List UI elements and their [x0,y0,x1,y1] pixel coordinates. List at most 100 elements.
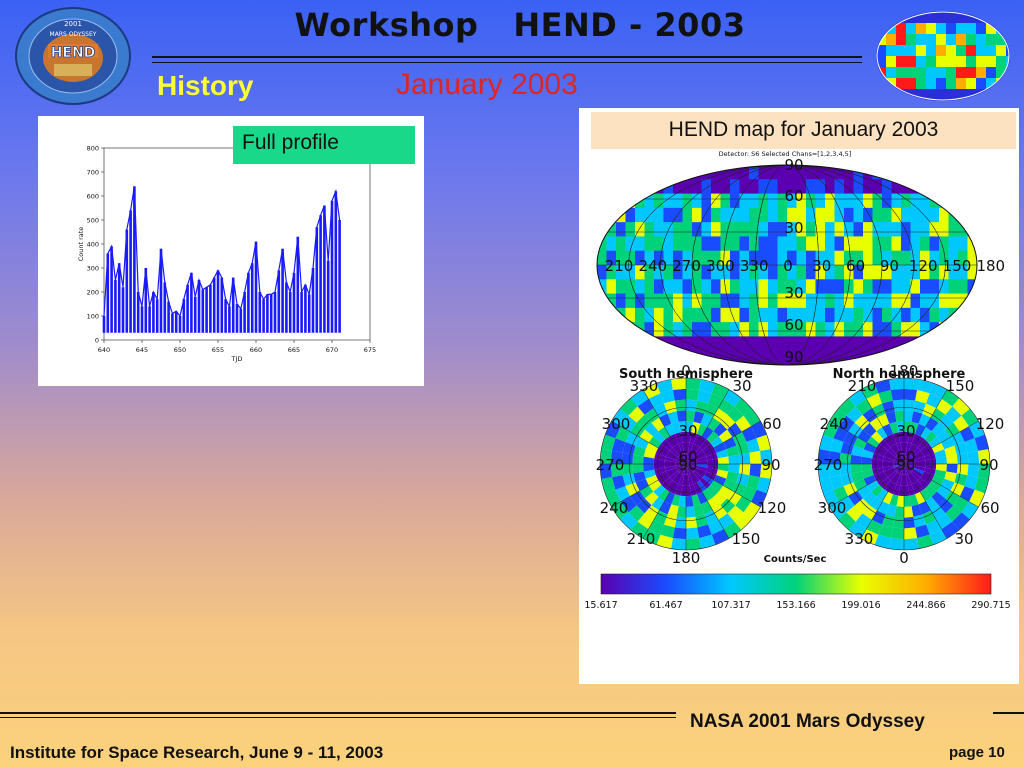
polar-cell [658,488,670,502]
map-cell [891,293,902,309]
polar-spoke [903,463,979,508]
polar-cell [978,464,990,479]
thumb-cell [996,56,1006,67]
polar-spoke [903,420,979,465]
polar-cell [686,506,696,518]
thumb-cell [926,89,936,100]
footer-divider [0,712,676,714]
page-title: Workshop HEND - 2003 [294,6,746,44]
polar-cell [857,429,872,443]
map-cell [758,293,769,309]
polar-cell [882,423,893,437]
polar-cell [686,495,694,507]
map-cell [967,322,977,337]
polar-cell [692,447,703,458]
map-cell [844,222,854,237]
map-cell [958,307,968,323]
polar-cell [653,458,665,464]
map-cell [711,236,721,252]
polar-cell [723,437,737,450]
polar-cell [941,521,960,539]
map-cell [635,193,645,209]
polar-cell [630,389,649,407]
thumb-cell [926,56,936,67]
polar-cell [741,486,757,502]
map-cell [891,250,902,266]
map-cell [863,293,873,309]
map-cell [644,165,655,180]
polar-spoke [903,463,948,539]
map-cell [606,250,617,266]
map-cell [939,307,949,323]
map-cell [768,322,778,337]
polar-cell [686,457,696,464]
map-cell [882,236,892,252]
map-cell [644,350,655,365]
map-cell [920,207,930,223]
map-cell [654,165,664,180]
polar-cell [920,474,932,485]
map-cell [939,179,949,195]
colorbar-tick-label: 199.016 [841,600,880,611]
polar-cell [717,456,729,464]
map-cell [825,350,835,365]
polar-cell [952,398,970,416]
y-tick-label: 700 [87,169,99,177]
polar-cell [645,475,659,486]
polar-cell [648,519,664,535]
map-cell [787,336,797,352]
map-cell [654,307,664,323]
polar-cell [667,411,679,424]
polar-cell [890,445,899,456]
polar-label: 330 [845,530,874,548]
polar-cell [648,480,662,492]
map-cell [616,179,626,195]
map-cell [958,265,968,280]
map-cell [720,293,731,309]
polar-spoke [860,389,905,465]
polar-spoke [903,389,948,465]
map-cell [882,179,892,195]
polar-cell [890,527,904,540]
polar-cell [929,529,947,545]
map-cell [929,307,940,323]
thumb-cell [996,45,1006,56]
map-cell [882,307,892,323]
polar-cell [713,491,728,506]
thumb-cell [877,78,886,89]
map-cell [739,165,750,180]
map-cell [749,336,759,352]
thumb-cell [896,23,906,34]
polar-cell [695,453,707,461]
map-cell [825,179,835,195]
polar-cell [862,422,877,437]
map-cell [796,165,807,180]
polar-cell [723,521,742,539]
polar-cell [925,464,937,470]
map-cell [872,207,883,223]
map-cell [939,279,949,295]
polar-cell [902,453,904,464]
map-cell [749,322,759,337]
map-cell [625,350,636,365]
polar-cell [898,485,904,497]
polar-cell [727,490,742,506]
map-cell [939,250,949,266]
polar-cell [922,471,935,481]
polar-cell [615,426,631,442]
map-cell [682,250,693,266]
map-cell [606,322,617,337]
polar-cell [904,399,916,412]
map-cell [844,193,854,209]
thumb-cell [966,12,976,23]
thumb-cell [896,56,906,67]
map-cell [739,293,750,309]
polar-cell [848,422,863,438]
polar-cell [913,467,925,475]
map-cell [844,293,854,309]
map-cell [616,265,626,280]
map-cell [635,236,645,252]
polar-cell [855,513,872,530]
map-cell [673,222,683,237]
footer-divider-right [993,712,1024,714]
